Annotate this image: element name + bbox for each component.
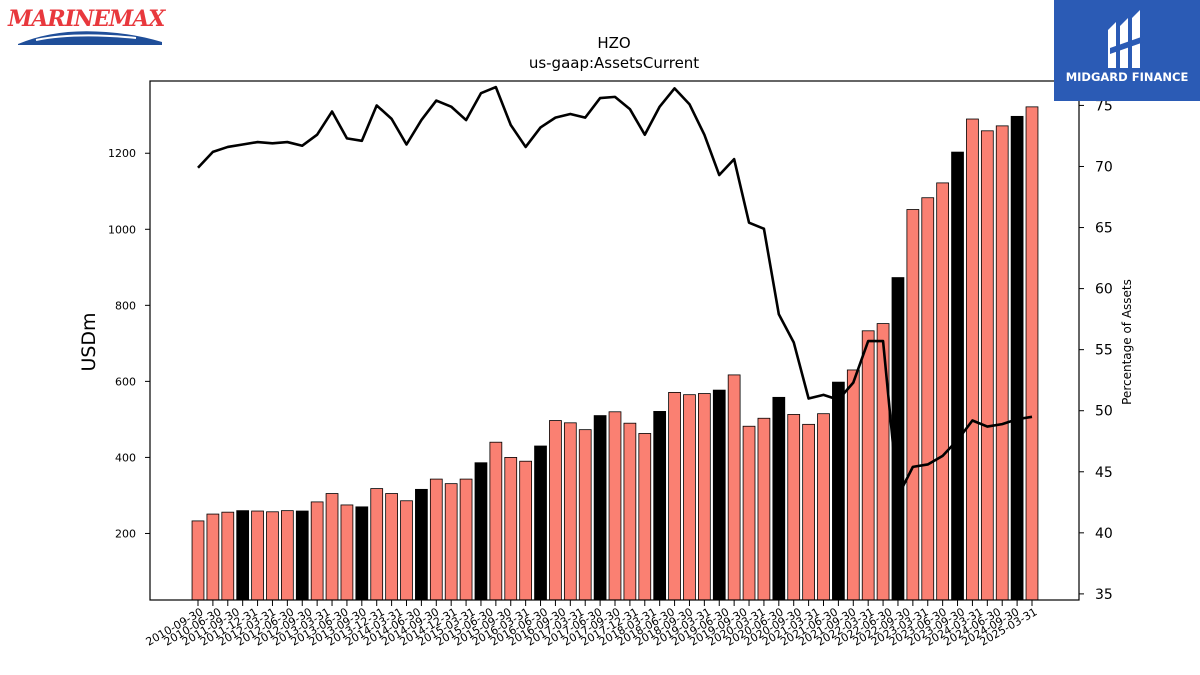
bar	[295, 510, 309, 601]
bar	[280, 510, 294, 601]
bar	[876, 323, 890, 601]
y-tick-label: 200	[115, 527, 136, 540]
bar	[489, 441, 503, 601]
y-tick-label: 600	[115, 375, 136, 388]
bar	[861, 330, 875, 601]
y2-tick-label: 70	[1095, 159, 1113, 175]
bar	[563, 422, 577, 601]
y2-tick-label: 35	[1095, 587, 1113, 603]
y-axis-left: 200 400 600 800 1000 1200	[108, 147, 150, 540]
bar	[221, 511, 235, 601]
bar	[712, 389, 726, 601]
bar	[638, 433, 652, 601]
bar	[593, 415, 607, 601]
bar	[623, 422, 637, 601]
y-tick-label: 800	[115, 299, 136, 312]
percentage-line	[197, 85, 1033, 498]
midgard-emblem-icon	[1108, 10, 1144, 68]
bar	[266, 511, 279, 601]
bar	[608, 411, 622, 601]
bar	[772, 396, 786, 601]
y2-tick-label: 75	[1095, 98, 1113, 114]
bar	[206, 513, 220, 601]
bar	[191, 520, 205, 601]
y2-tick-label: 45	[1095, 465, 1113, 481]
bar	[325, 493, 339, 601]
bar	[444, 483, 458, 601]
bar	[429, 478, 443, 601]
bar	[817, 413, 830, 601]
bar	[653, 411, 667, 601]
y-axis-right: 35 40 45 50 55 60 65 70 75	[1079, 98, 1113, 603]
bar-series	[191, 106, 1039, 601]
midgard-finance-logo: MIDGARD FINANCE	[1054, 0, 1200, 101]
chart-subtitle: us-gaap:AssetsCurrent	[529, 54, 699, 72]
y-tick-label: 1200	[108, 147, 136, 160]
bar	[906, 209, 920, 601]
bar	[236, 510, 250, 601]
bar	[1010, 115, 1024, 601]
bar	[578, 429, 592, 601]
bar	[951, 151, 964, 601]
y2-tick-label: 65	[1095, 221, 1113, 237]
wave-icon	[18, 31, 162, 45]
bar	[936, 182, 950, 601]
bar	[980, 130, 994, 601]
bar	[846, 369, 860, 601]
bar	[787, 414, 801, 601]
midgard-finance-text: MIDGARD FINANCE	[1065, 70, 1189, 84]
marinemax-wordmark: MARINEMAX	[8, 6, 165, 32]
bar	[385, 493, 398, 601]
bar	[683, 394, 696, 601]
bar	[251, 510, 264, 601]
bar	[310, 501, 324, 601]
bar	[474, 462, 488, 601]
y2-tick-label: 50	[1095, 404, 1113, 420]
bar	[370, 488, 384, 601]
bar	[891, 277, 905, 601]
bar	[459, 478, 473, 601]
bar	[534, 445, 547, 601]
y2-tick-label: 60	[1095, 282, 1113, 298]
percentage-line-series	[197, 85, 1033, 498]
bar	[921, 197, 935, 601]
y-tick-label: 400	[115, 451, 136, 464]
bar	[340, 504, 354, 601]
bar	[757, 417, 771, 601]
bar	[1025, 106, 1039, 601]
bar	[504, 457, 518, 601]
bar	[519, 460, 533, 601]
bar	[742, 425, 756, 601]
y-axis-label: USDm	[78, 312, 100, 371]
bar	[355, 506, 369, 601]
marinemax-logo: MARINEMAX	[6, 4, 166, 46]
bar	[668, 391, 681, 601]
y2-tick-label: 55	[1095, 343, 1113, 359]
x-axis: 2010-09-302010-06-302011-09-302011-12-31…	[144, 600, 1040, 649]
y2-axis-label: Percentage of Assets	[1120, 279, 1134, 405]
y-tick-label: 1000	[108, 223, 136, 236]
bar	[727, 374, 741, 601]
bar	[966, 118, 979, 601]
bar	[415, 488, 428, 601]
bar	[549, 420, 562, 601]
chart-title: HZO	[597, 34, 630, 52]
bar	[802, 423, 815, 601]
bar	[832, 381, 845, 601]
y2-tick-label: 40	[1095, 526, 1113, 542]
bar	[698, 393, 711, 601]
bar	[400, 500, 413, 601]
bar	[995, 125, 1009, 601]
